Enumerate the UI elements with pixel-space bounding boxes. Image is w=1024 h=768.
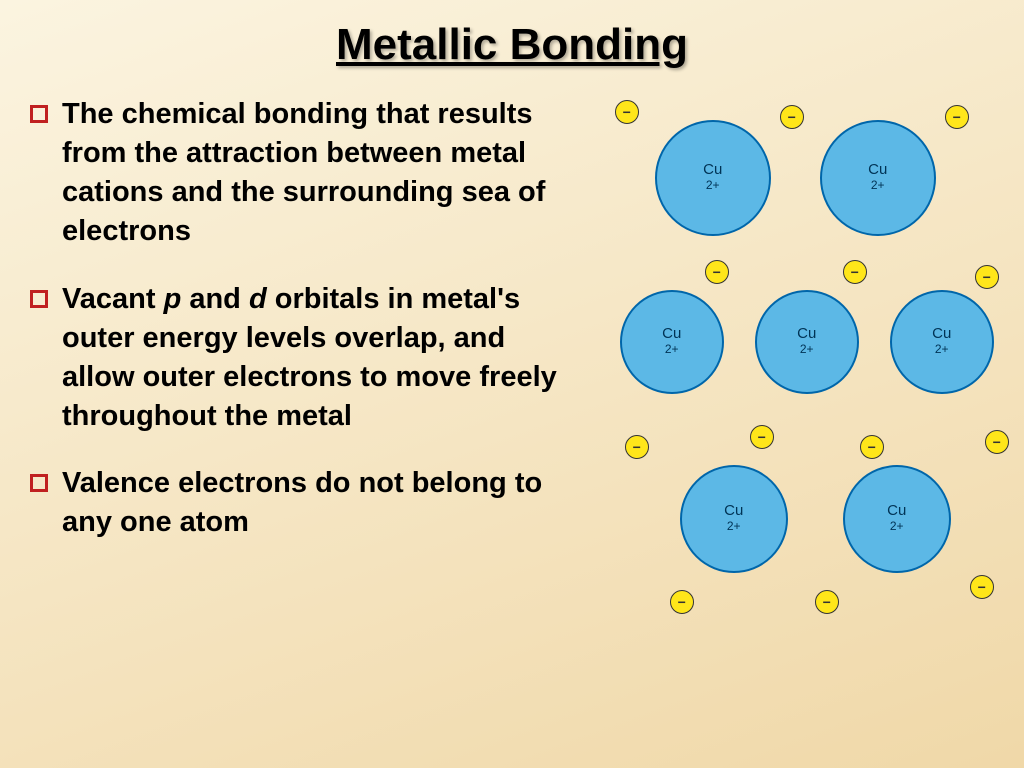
electron-icon: − xyxy=(985,430,1009,454)
cation-charge: 2+ xyxy=(706,177,720,194)
cation-label: Cu xyxy=(932,326,951,341)
cation-charge: 2+ xyxy=(800,341,814,358)
slide-title: Metallic Bonding xyxy=(30,20,994,70)
slide: Metallic Bonding The chemical bonding th… xyxy=(0,0,1024,768)
electron-icon: − xyxy=(705,260,729,284)
cation-cu: Cu2+ xyxy=(655,120,771,236)
bullet-marker-icon xyxy=(30,474,48,492)
content-area: The chemical bonding that results from t… xyxy=(30,95,994,655)
bullet-item: Vacant p and d orbitals in metal's outer… xyxy=(30,280,585,437)
cation-label: Cu xyxy=(662,326,681,341)
electron-icon: − xyxy=(860,435,884,459)
cation-cu: Cu2+ xyxy=(843,465,951,573)
bullet-text: The chemical bonding that results from t… xyxy=(62,95,585,252)
cation-cu: Cu2+ xyxy=(820,120,936,236)
cation-cu: Cu2+ xyxy=(680,465,788,573)
bullets-column: The chemical bonding that results from t… xyxy=(30,95,585,655)
cation-charge: 2+ xyxy=(871,177,885,194)
bullet-item: Valence electrons do not belong to any o… xyxy=(30,464,585,542)
electron-icon: − xyxy=(815,590,839,614)
cation-cu: Cu2+ xyxy=(890,290,994,394)
electron-icon: − xyxy=(843,260,867,284)
bullet-text: Vacant p and d orbitals in metal's outer… xyxy=(62,280,585,437)
cation-charge: 2+ xyxy=(890,518,904,535)
cation-label: Cu xyxy=(868,162,887,177)
cation-cu: Cu2+ xyxy=(620,290,724,394)
cation-cu: Cu2+ xyxy=(755,290,859,394)
bullet-marker-icon xyxy=(30,105,48,123)
electron-icon: − xyxy=(750,425,774,449)
cation-label: Cu xyxy=(887,503,906,518)
electron-icon: − xyxy=(970,575,994,599)
cation-label: Cu xyxy=(703,162,722,177)
cation-charge: 2+ xyxy=(935,341,949,358)
metallic-bonding-diagram: Cu2+Cu2+Cu2+Cu2+Cu2+Cu2+Cu2+−−−−−−−−−−−−… xyxy=(605,95,994,655)
cation-charge: 2+ xyxy=(727,518,741,535)
electron-icon: − xyxy=(615,100,639,124)
bullet-item: The chemical bonding that results from t… xyxy=(30,95,585,252)
electron-icon: − xyxy=(670,590,694,614)
electron-icon: − xyxy=(975,265,999,289)
electron-icon: − xyxy=(945,105,969,129)
cation-label: Cu xyxy=(724,503,743,518)
electron-icon: − xyxy=(625,435,649,459)
bullet-text: Valence electrons do not belong to any o… xyxy=(62,464,585,542)
bullet-marker-icon xyxy=(30,290,48,308)
electron-icon: − xyxy=(780,105,804,129)
cation-label: Cu xyxy=(797,326,816,341)
cation-charge: 2+ xyxy=(665,341,679,358)
